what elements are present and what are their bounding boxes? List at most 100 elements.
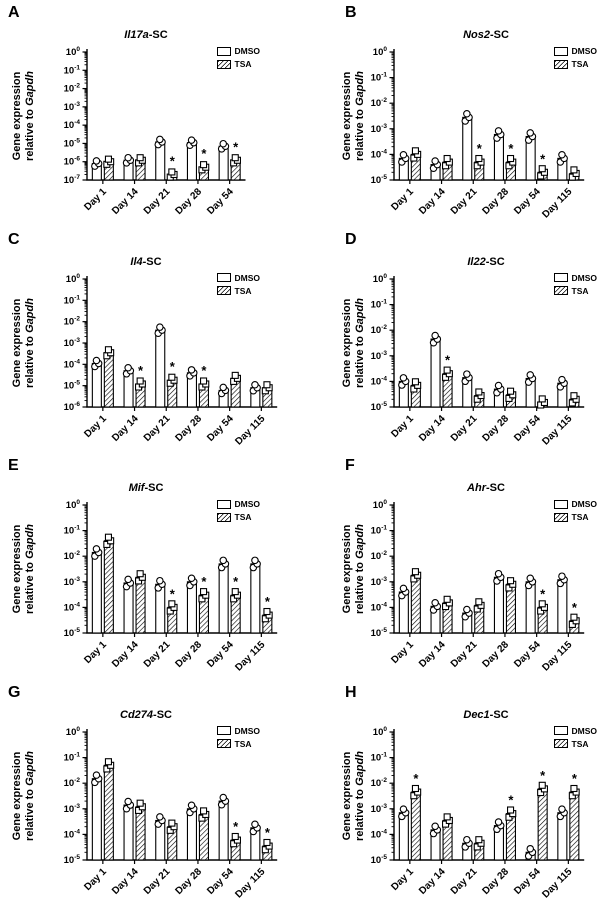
gene-name: Il22 — [467, 255, 486, 268]
legend: DMSO TSA — [216, 273, 260, 299]
dmso-bar — [525, 581, 536, 634]
dmso-point-circle — [92, 356, 101, 364]
y-tick-label: 10-5 — [371, 401, 388, 413]
data-points — [91, 135, 241, 181]
dmso-bar — [218, 563, 229, 634]
tsa-swatch-icon — [216, 739, 231, 748]
x-tick-label: Day 21 — [142, 866, 173, 897]
x-tick-label: Day 28 — [173, 413, 204, 444]
axes — [82, 502, 278, 637]
tsa-point-square — [568, 791, 576, 799]
tsa-bar — [410, 574, 421, 634]
significance-star: * — [477, 141, 483, 156]
tsa-point-square — [473, 395, 481, 403]
gene-name: Mif — [128, 482, 145, 494]
tsa-point-square — [568, 173, 576, 181]
y-tick-label: 10-1 — [64, 64, 81, 76]
significance-star: * — [201, 574, 207, 589]
y-tick-label: 10-1 — [64, 751, 81, 763]
y-tick-label: 10-4 — [64, 119, 81, 131]
tsa-point-square — [507, 387, 515, 395]
tsa-point-square — [442, 820, 450, 828]
bars — [398, 338, 580, 408]
tsa-point-square — [443, 812, 451, 820]
chart-title: Il4-SC — [46, 256, 246, 268]
tsa-point-square — [537, 788, 545, 796]
tsa-point-square — [168, 168, 176, 176]
dmso-point-circle — [526, 574, 535, 582]
y-tick-label: 10-5 — [64, 854, 81, 866]
y-tick-label: 10-5 — [371, 174, 388, 186]
dmso-swatch-icon — [216, 273, 231, 282]
dmso-swatch-icon — [553, 273, 568, 282]
panel-h: 100 10-1 10-2 10-3 10-4 10-5 * * * * Day 1 Day 14 Da… — [300, 680, 600, 906]
dmso-point-circle — [219, 556, 228, 565]
tsa-point-square — [104, 533, 112, 541]
x-tick-label: Day 1 — [82, 639, 109, 666]
x-tick-label: Day 54 — [512, 413, 543, 444]
y-tick-label: 10-2 — [64, 550, 81, 562]
tsa-point-square — [410, 154, 418, 162]
y-tick-label: 10-5 — [371, 627, 388, 639]
tsa-point-square — [263, 380, 271, 388]
tsa-point-square — [538, 394, 546, 402]
data-points — [91, 322, 273, 397]
ylabel-line1: Gene expression — [341, 71, 353, 161]
ylabel-line2: relative to — [23, 785, 36, 841]
y-axis-label: Gene expression relative to Gapdh — [11, 489, 37, 649]
significance-star: * — [508, 792, 514, 807]
y-tick-label: 100 — [66, 726, 81, 738]
ylabel-line1: Gene expression — [11, 524, 23, 614]
tsa-point-square — [103, 764, 111, 773]
tsa-bar — [569, 791, 580, 861]
dmso-point-circle — [219, 383, 228, 391]
legend-tsa: TSA — [553, 739, 598, 749]
legend: DMSO TSA — [553, 499, 597, 525]
y-tick-label: 10-1 — [371, 525, 388, 537]
x-tick-label: Day 21 — [142, 186, 173, 217]
ylabel-gene: Gapdh — [23, 71, 36, 106]
y-tick-labels: 100 10-1 10-2 10-3 10-4 10-5 10-6 10-7 — [64, 46, 81, 186]
y-tick-label: 10-4 — [64, 358, 81, 370]
significance-star: * — [265, 594, 271, 609]
data-points — [91, 533, 273, 623]
title-suffix: -SC — [486, 482, 505, 494]
tsa-point-square — [411, 147, 419, 155]
dmso-bar — [91, 551, 102, 634]
significance-stars: ** — [233, 819, 271, 840]
y-axis-label: Gene expression relative to Gapdh — [11, 263, 37, 423]
title-suffix: -SC — [144, 482, 164, 494]
significance-stars: * * * — [138, 359, 207, 378]
y-tick-label: 100 — [66, 499, 81, 511]
ylabel-line1: Gene expression — [341, 298, 353, 387]
dmso-bar — [91, 777, 102, 861]
x-tick-label: Day 14 — [110, 639, 141, 670]
y-tick-label: 10-2 — [64, 777, 81, 789]
significance-star: * — [540, 151, 546, 166]
y-tick-label: 10-2 — [64, 83, 81, 95]
dmso-point-circle — [124, 575, 132, 584]
panel-letter-a: A — [8, 4, 20, 21]
dmso-point-circle — [156, 576, 164, 585]
x-tick-label: Day 115 — [540, 413, 574, 447]
dmso-point-circle — [187, 574, 196, 582]
y-tick-label: 10-2 — [371, 324, 388, 336]
dmso-swatch-icon — [553, 726, 568, 735]
y-axis-label: Gene expression relative to Gapdh — [11, 36, 37, 196]
ylabel-gene: Gapdh — [23, 750, 36, 786]
dmso-point-circle — [219, 793, 228, 801]
significance-star: * — [170, 359, 176, 374]
dmso-point-circle — [558, 804, 566, 813]
panel-letter-h: H — [345, 683, 357, 701]
x-tick-label: Day 28 — [480, 866, 511, 897]
tsa-point-square — [231, 832, 239, 840]
ylabel-gene: Gapdh — [353, 750, 366, 786]
tsa-point-square — [168, 373, 176, 381]
tsa-point-square — [410, 791, 418, 799]
dmso-point-circle — [187, 136, 196, 144]
